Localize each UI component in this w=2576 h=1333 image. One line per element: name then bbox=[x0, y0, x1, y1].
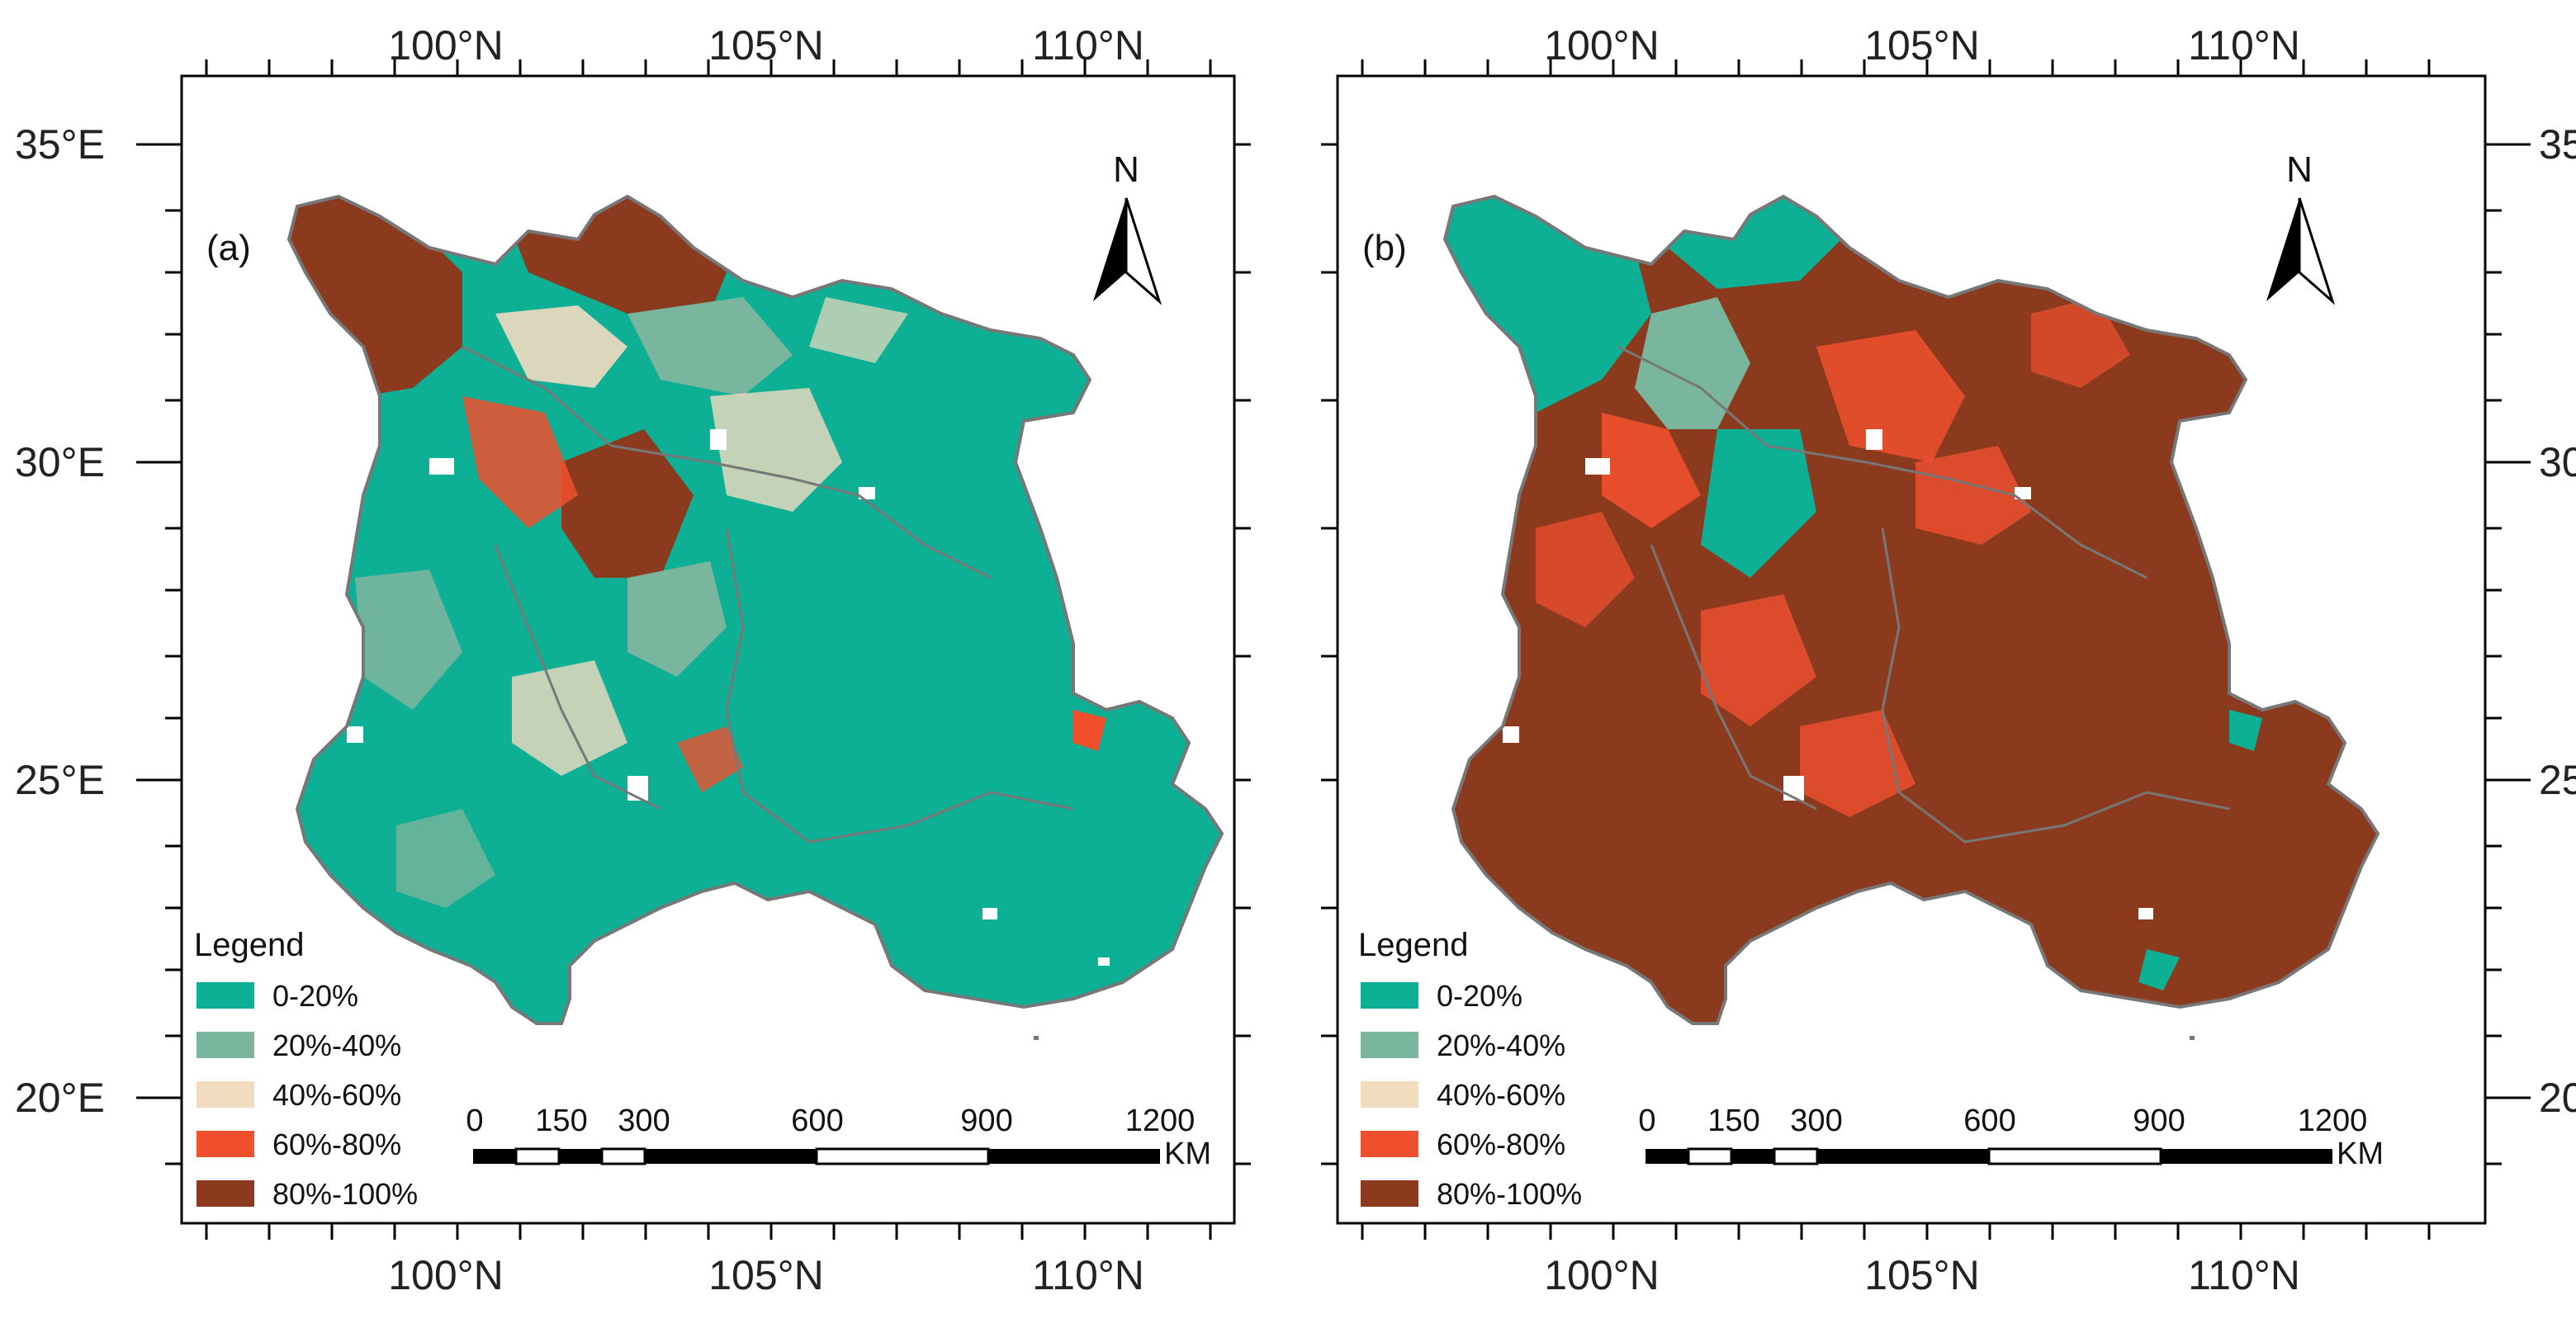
legend-swatch bbox=[1361, 1032, 1418, 1058]
legend-swatch bbox=[197, 1081, 254, 1108]
legend-title: Legend bbox=[194, 927, 304, 963]
legend-swatch bbox=[1361, 1081, 1418, 1108]
right-tick-label: 20°E bbox=[2539, 1075, 2576, 1121]
legend: Legend 0-20% 20%-40% 40%-60% 60%-80% 80%… bbox=[194, 927, 418, 1211]
top-tick-label: 100°N bbox=[1544, 22, 1660, 69]
panel-label: (a) bbox=[206, 228, 251, 268]
legend-swatch bbox=[1361, 1180, 1418, 1207]
scale-bar: 0 150 300 600 900 1200 KM bbox=[466, 1104, 1211, 1171]
legend-label: 40%-60% bbox=[272, 1078, 401, 1112]
bottom-tick-label: 110°N bbox=[1032, 1252, 1144, 1298]
left-tick-label: 25°E bbox=[15, 757, 105, 803]
right-tick-label: 35°E bbox=[2539, 121, 2576, 168]
map-panel-b: 100°N 105°N 110°N 100°N 105°N 110°N 35°E… bbox=[1288, 0, 2576, 1333]
top-tick-label: 110°N bbox=[1032, 22, 1144, 69]
svg-text:600: 600 bbox=[1963, 1104, 2015, 1138]
scale-bar: 0 150 300 600 900 1200 KM bbox=[1638, 1104, 2384, 1171]
legend-label: 0-20% bbox=[1437, 979, 1522, 1013]
svg-text:1200: 1200 bbox=[1125, 1104, 1196, 1138]
legend-label: 80%-100% bbox=[1437, 1177, 1582, 1211]
legend-label: 60%-80% bbox=[272, 1127, 401, 1161]
top-tick-label: 110°N bbox=[2188, 22, 2300, 69]
legend-swatch bbox=[1361, 1131, 1418, 1157]
svg-text:900: 900 bbox=[960, 1104, 1012, 1138]
bottom-tick-label: 100°N bbox=[388, 1252, 504, 1298]
legend-title: Legend bbox=[1358, 927, 1468, 963]
right-tick-label: 30°E bbox=[2539, 439, 2576, 485]
svg-text:N: N bbox=[2286, 149, 2313, 190]
north-arrow-icon: N bbox=[1093, 149, 1163, 305]
svg-text:150: 150 bbox=[1707, 1104, 1759, 1138]
svg-text:KM: KM bbox=[1164, 1137, 1211, 1171]
svg-text:1200: 1200 bbox=[2298, 1104, 2368, 1138]
legend-swatch bbox=[197, 1032, 254, 1058]
svg-text:600: 600 bbox=[791, 1104, 843, 1138]
legend-swatch bbox=[197, 1180, 254, 1207]
legend-label: 20%-40% bbox=[272, 1028, 401, 1062]
legend-swatch bbox=[1361, 982, 1418, 1009]
svg-text:0: 0 bbox=[466, 1104, 483, 1138]
svg-text:0: 0 bbox=[1638, 1104, 1655, 1138]
svg-text:300: 300 bbox=[618, 1104, 670, 1138]
legend-label: 60%-80% bbox=[1437, 1127, 1565, 1161]
top-tick-label: 105°N bbox=[708, 22, 824, 69]
map-panel-a: 100°N 105°N 110°N 100°N 105°N 110°N 35°E… bbox=[15, 22, 1251, 1298]
top-tick-label: 105°N bbox=[1864, 22, 1980, 69]
bottom-tick-label: 100°N bbox=[1544, 1252, 1660, 1298]
north-arrow-icon: N bbox=[2266, 149, 2336, 305]
legend: Legend 0-20% 20%-40% 40%-60% 60%-80% 80%… bbox=[1358, 927, 1582, 1211]
legend-label: 20%-40% bbox=[1437, 1028, 1565, 1062]
left-tick-label: 30°E bbox=[15, 439, 105, 485]
legend-swatch bbox=[197, 1131, 254, 1157]
bottom-tick-label: 105°N bbox=[708, 1252, 824, 1298]
svg-text:150: 150 bbox=[535, 1104, 587, 1138]
svg-text:300: 300 bbox=[1790, 1104, 1842, 1138]
legend-label: 0-20% bbox=[272, 979, 358, 1013]
svg-text:900: 900 bbox=[2133, 1104, 2185, 1138]
left-tick-label: 35°E bbox=[15, 121, 105, 168]
legend-label: 40%-60% bbox=[1437, 1078, 1565, 1112]
bottom-tick-label: 105°N bbox=[1864, 1252, 1980, 1298]
frame-ticks bbox=[136, 59, 1251, 1240]
legend-label: 80%-100% bbox=[272, 1177, 418, 1211]
svg-text:KM: KM bbox=[2337, 1137, 2384, 1171]
bottom-tick-label: 110°N bbox=[2188, 1252, 2300, 1298]
legend-swatch bbox=[197, 982, 254, 1009]
panel-label: (b) bbox=[1362, 228, 1407, 268]
top-tick-label: 100°N bbox=[388, 22, 504, 69]
right-tick-label: 25°E bbox=[2539, 757, 2576, 803]
left-tick-label: 20°E bbox=[15, 1075, 105, 1121]
svg-text:N: N bbox=[1113, 149, 1139, 190]
frame-ticks bbox=[1321, 59, 2531, 1240]
map-frame bbox=[1336, 74, 2487, 1225]
